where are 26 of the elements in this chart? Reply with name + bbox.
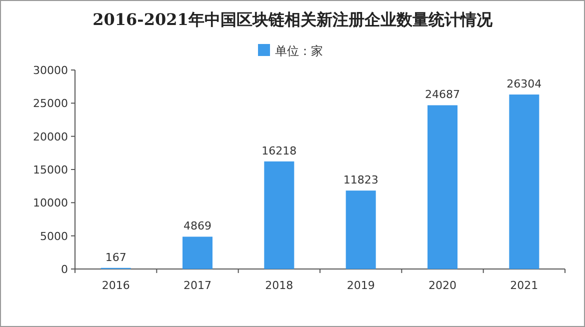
y-tick-label: 0 [61, 263, 68, 276]
y-tick-label: 30000 [33, 64, 68, 77]
x-tick-label: 2017 [184, 279, 212, 292]
bar [182, 236, 212, 269]
y-tick-label: 25000 [33, 97, 68, 110]
x-tick-label: 2016 [102, 279, 130, 292]
x-tick-label: 2019 [346, 279, 375, 292]
bar [428, 105, 458, 269]
bar [264, 161, 294, 269]
bar [509, 94, 540, 269]
bar [346, 190, 376, 269]
x-tick-label: 2018 [265, 279, 294, 292]
data-label: 11823 [343, 174, 378, 187]
data-label: 16218 [262, 144, 297, 158]
y-tick-label: 5000 [40, 230, 68, 243]
x-tick-label: 2021 [510, 279, 538, 292]
x-tick-label: 2020 [428, 279, 456, 292]
data-label: 4869 [184, 220, 212, 233]
data-label: 26304 [506, 78, 542, 91]
legend-label: 单位：家 [275, 44, 323, 58]
data-label: 24687 [425, 88, 460, 102]
data-label: 167 [105, 250, 126, 264]
y-tick-label: 20000 [33, 130, 68, 144]
chart-title: 2016-2021年中国区块链相关新注册企业数量统计情况 [92, 10, 494, 29]
y-tick-label: 10000 [33, 196, 68, 210]
y-tick-label: 15000 [33, 164, 68, 176]
